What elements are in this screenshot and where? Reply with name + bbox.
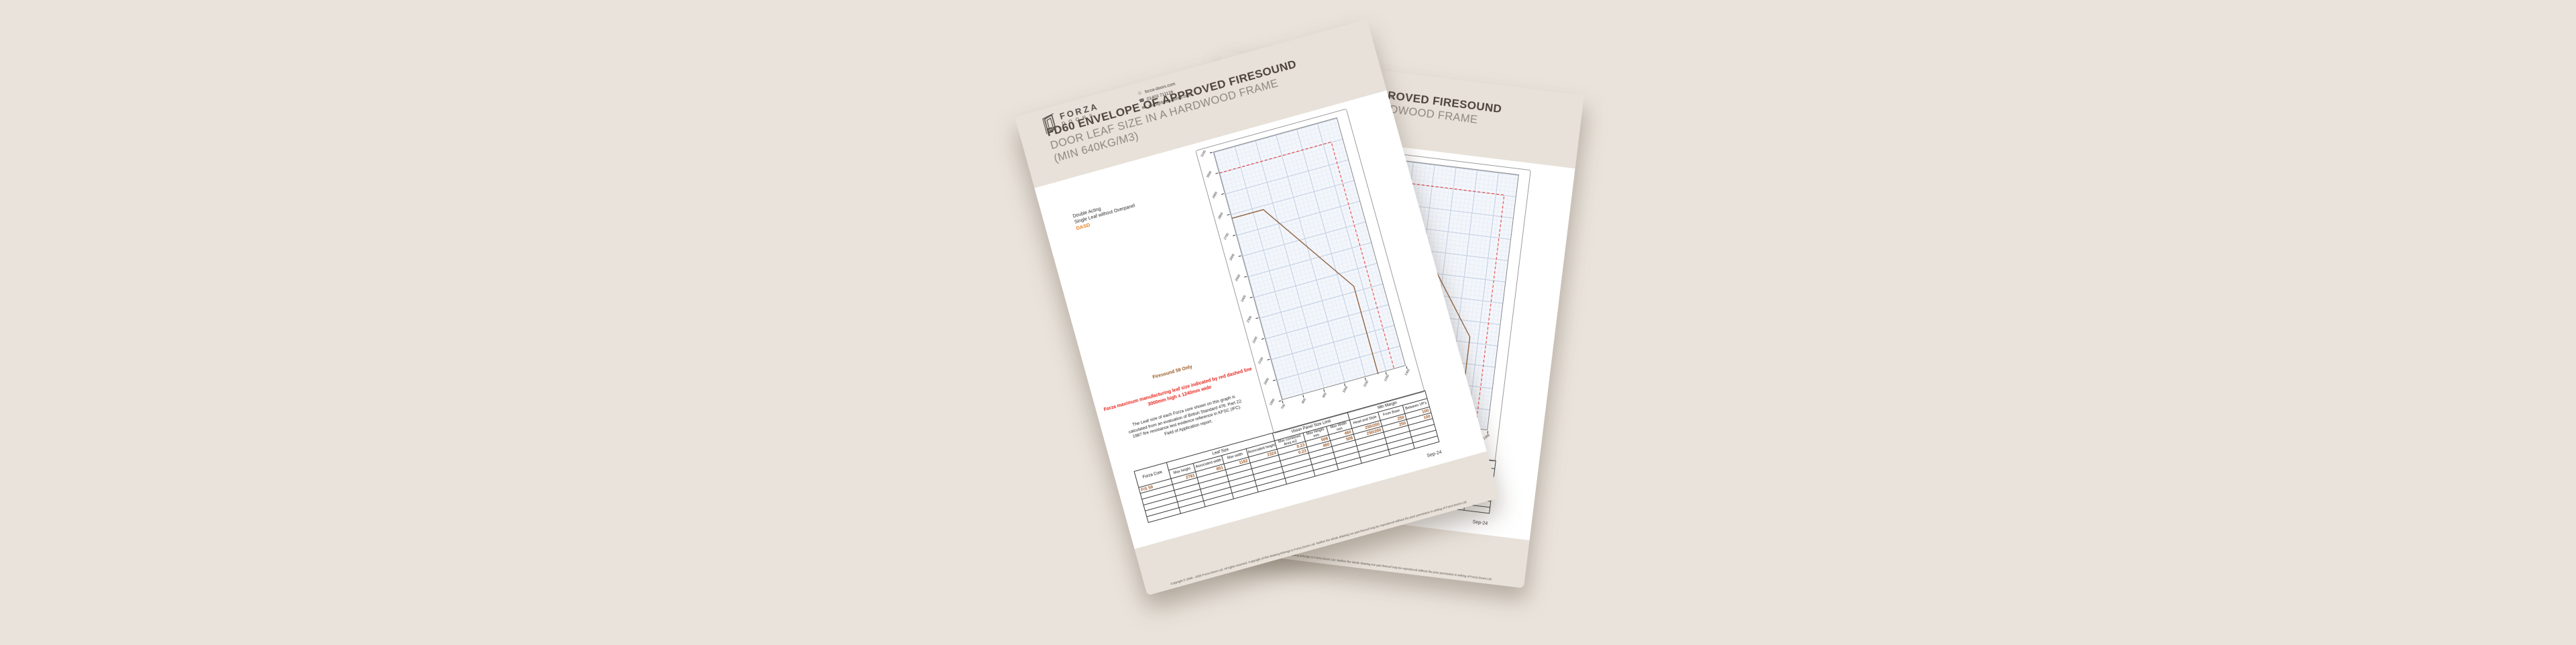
y-tick-mark xyxy=(1255,317,1259,319)
y-tick-mark xyxy=(1278,400,1282,402)
y-tick-label: 2800 xyxy=(1217,212,1225,220)
y-tick-label: 3100 xyxy=(1200,150,1207,158)
y-tick-label: 2400 xyxy=(1241,295,1247,303)
leaf-size-envelope-chart: 3100 3000 2900 2800 2700 2600 2500 2400 2300 2200… xyxy=(1195,108,1425,434)
x-tick-label: 1000 xyxy=(1342,385,1349,394)
y-tick-mark xyxy=(1215,172,1219,175)
manufacturing-limit-line xyxy=(1389,180,1505,430)
y-tick-mark xyxy=(1238,255,1241,257)
forza-logo: FORZA DOORS xyxy=(1041,101,1102,135)
x-tick-mark xyxy=(1302,395,1304,398)
envelope-icon: ✉ xyxy=(1141,104,1147,111)
x-tick-label: 700 xyxy=(1280,403,1287,411)
y-tick-mark xyxy=(1221,193,1225,195)
datasheet-page-front: FD60 ENVELOPE OF APPROVED FIRESOUND DOOR… xyxy=(1015,19,1500,596)
y-tick-mark xyxy=(1227,213,1230,215)
x-tick-mark xyxy=(1282,400,1284,404)
x-tick-label: 1300 xyxy=(1404,368,1411,377)
chart-grid xyxy=(1213,117,1406,401)
x-tick-mark xyxy=(1344,383,1346,387)
y-tick-label: 2600 xyxy=(1229,253,1236,262)
x-tick-mark xyxy=(1323,389,1325,392)
y-tick-label: 2200 xyxy=(1252,336,1259,344)
y-tick-mark xyxy=(1249,297,1253,299)
y-tick-mark xyxy=(1209,152,1213,154)
y-tick-mark xyxy=(1261,338,1264,340)
y-tick-label: 2900 xyxy=(1212,191,1219,199)
approved-envelope-line xyxy=(1231,209,1379,375)
leaf-type-block: Double Acting Single Leaf without Overpa… xyxy=(1072,197,1137,231)
y-tick-mark xyxy=(1233,234,1236,236)
chart-plot-lines xyxy=(1219,141,1395,375)
y-tick-label: 1900 xyxy=(1269,398,1276,407)
manufacturing-limit-line xyxy=(1219,141,1395,370)
y-tick-label: 2300 xyxy=(1246,315,1253,324)
x-tick-label: 800 xyxy=(1301,398,1308,405)
y-tick-label: 2000 xyxy=(1264,377,1270,386)
y-tick-label: 2500 xyxy=(1235,274,1242,283)
y-tick-mark xyxy=(1244,276,1247,278)
x-tick-mark xyxy=(1406,366,1408,369)
y-tick-label: 2100 xyxy=(1257,356,1265,365)
x-tick-label: 1100 xyxy=(1363,380,1370,388)
datasheet-sheet: FD60 ENVELOPE OF APPROVED FIRESOUND DOOR… xyxy=(1015,19,1500,596)
x-tick-mark xyxy=(1364,377,1366,381)
x-tick-label: 1200 xyxy=(1384,374,1391,383)
x-tick-mark xyxy=(1385,372,1387,375)
y-tick-label: 3000 xyxy=(1206,170,1213,179)
y-tick-label: 2700 xyxy=(1223,232,1231,241)
x-tick-label: 900 xyxy=(1322,392,1328,399)
y-tick-mark xyxy=(1272,379,1276,381)
y-tick-mark xyxy=(1267,358,1270,360)
door-icon xyxy=(1042,113,1056,135)
